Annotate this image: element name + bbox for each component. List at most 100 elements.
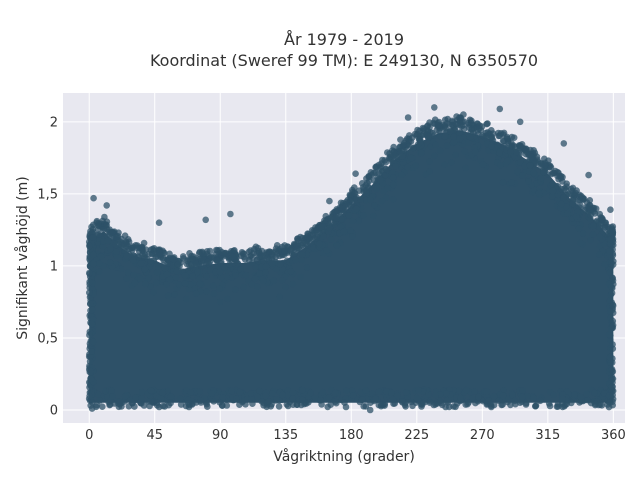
data-point — [326, 197, 333, 205]
data-point — [350, 392, 357, 399]
data-point — [165, 401, 172, 409]
data-point — [468, 117, 475, 124]
data-point — [447, 128, 454, 135]
data-point — [389, 196, 397, 203]
data-point — [147, 387, 155, 394]
data-point — [87, 228, 94, 235]
data-point — [254, 393, 261, 401]
y-tick-label: 2 — [50, 115, 58, 130]
data-point — [281, 247, 288, 255]
data-point — [294, 401, 301, 409]
data-point — [255, 249, 263, 257]
data-point — [332, 214, 340, 222]
data-point — [370, 212, 377, 220]
data-point — [503, 157, 511, 165]
data-point — [86, 289, 93, 297]
data-point — [583, 390, 590, 398]
data-point — [388, 389, 395, 397]
data-point — [572, 213, 580, 220]
data-point — [431, 104, 438, 111]
data-point — [449, 118, 457, 126]
data-point — [282, 283, 289, 291]
data-point — [409, 402, 416, 410]
data-point — [337, 215, 345, 223]
data-point — [86, 269, 93, 277]
data-point — [550, 169, 557, 177]
data-point — [218, 258, 225, 266]
data-point — [247, 390, 255, 397]
data-point — [115, 403, 123, 411]
data-point — [242, 271, 250, 279]
data-point — [609, 341, 616, 348]
data-point — [283, 401, 291, 408]
data-point — [608, 366, 616, 373]
data-point — [371, 202, 378, 209]
data-point — [432, 141, 440, 149]
data-point — [519, 172, 526, 179]
data-point — [217, 273, 225, 281]
x-tick-label: 270 — [470, 428, 495, 443]
y-tick-label: 0,5 — [37, 331, 58, 346]
data-point — [326, 224, 333, 232]
data-point — [333, 242, 341, 249]
data-point — [297, 233, 304, 241]
data-point — [415, 386, 422, 394]
data-point — [536, 397, 544, 405]
data-point — [297, 273, 305, 281]
data-point — [168, 255, 176, 263]
data-point — [365, 177, 373, 185]
data-point — [113, 248, 120, 255]
y-axis-label: Signifikant våghöjd (m) — [14, 176, 31, 339]
data-point — [219, 394, 226, 401]
data-point — [232, 272, 239, 279]
data-point — [223, 273, 231, 281]
data-point — [125, 269, 132, 276]
x-tick-label: 360 — [601, 428, 626, 443]
data-point — [348, 387, 356, 394]
data-point — [405, 135, 413, 143]
data-point — [513, 149, 520, 156]
data-point — [607, 206, 614, 213]
data-point — [248, 280, 256, 288]
chart-title-line2: Koordinat (Sweref 99 TM): E 249130, N 63… — [150, 51, 538, 70]
data-point — [138, 395, 146, 402]
data-point — [382, 166, 390, 173]
data-point — [399, 398, 406, 405]
data-point — [444, 115, 452, 123]
data-point — [262, 269, 269, 276]
data-point — [585, 171, 592, 179]
data-point — [409, 145, 417, 152]
data-point — [605, 403, 613, 411]
data-point — [250, 245, 258, 253]
data-point — [540, 189, 548, 197]
data-point — [145, 274, 153, 281]
data-point — [196, 280, 204, 288]
data-point — [465, 124, 473, 131]
data-point — [556, 172, 563, 180]
data-point — [95, 231, 103, 238]
data-point — [397, 136, 404, 143]
data-point — [496, 149, 503, 157]
data-point — [522, 401, 530, 408]
data-point — [562, 203, 570, 210]
data-point — [289, 395, 296, 402]
data-point — [323, 247, 331, 254]
data-point — [357, 388, 364, 396]
data-point — [210, 398, 217, 405]
data-point — [237, 266, 244, 273]
data-point — [90, 260, 97, 268]
data-point — [546, 402, 554, 410]
data-point — [608, 289, 616, 297]
x-tick-label: 180 — [339, 428, 364, 443]
data-point — [299, 251, 306, 258]
data-point — [550, 391, 557, 399]
data-point — [576, 197, 583, 204]
data-point — [569, 200, 576, 208]
data-point — [472, 399, 479, 407]
data-point — [489, 137, 497, 144]
data-point — [465, 399, 472, 406]
data-point — [270, 277, 278, 284]
data-point — [224, 295, 231, 303]
x-tick-label: 90 — [212, 428, 229, 443]
data-point — [452, 151, 460, 159]
